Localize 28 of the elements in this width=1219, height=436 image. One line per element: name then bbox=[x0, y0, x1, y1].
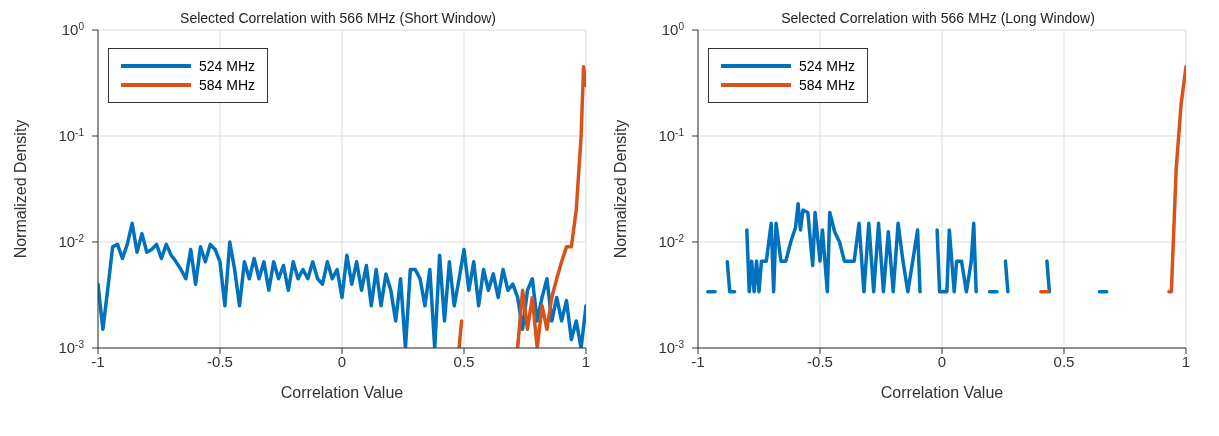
x-tick-label: 0.5 bbox=[1053, 352, 1075, 370]
y-tick-label: 10$^{-1}$ bbox=[658, 126, 685, 144]
x-tick-label: -1 bbox=[91, 352, 105, 370]
y-tick-label: 10$^{-3}$ bbox=[58, 338, 85, 356]
legend-label: 524 MHz bbox=[799, 58, 856, 74]
chart-title: Selected Correlation with 566 MHz (Short Window) bbox=[179, 10, 497, 26]
y-tick-label: 10$^{-2}$ bbox=[658, 232, 685, 250]
x-tick-label: -1 bbox=[691, 352, 705, 370]
legend-label: 584 MHz bbox=[799, 77, 856, 93]
chart-title: Selected Correlation with 566 MHz (Long Window) bbox=[780, 10, 1096, 26]
y-axis-title: Normalized Density bbox=[11, 119, 29, 259]
y-tick-label: 10$^{-1}$ bbox=[58, 126, 85, 144]
y-axis-title: Normalized Density bbox=[611, 119, 629, 259]
x-axis-title: Correlation Value bbox=[280, 384, 404, 401]
x-axis-title: Correlation Value bbox=[880, 384, 1004, 401]
x-tick-label: -0.5 bbox=[807, 352, 833, 370]
legend-label: 584 MHz bbox=[199, 77, 256, 93]
x-tick-label: 0 bbox=[337, 352, 347, 370]
x-tick-label: 1 bbox=[1181, 352, 1191, 370]
y-tick-label: 10$^{-3}$ bbox=[658, 338, 685, 356]
x-tick-label: 0 bbox=[937, 352, 947, 370]
y-tick-label: 10$^{0}$ bbox=[661, 20, 685, 38]
x-tick-label: 0.5 bbox=[453, 352, 475, 370]
y-tick-label: 10$^{-2}$ bbox=[58, 232, 85, 250]
legend-label: 524 MHz bbox=[199, 58, 256, 74]
x-tick-label: -0.5 bbox=[207, 352, 233, 370]
y-tick-label: 10$^{0}$ bbox=[61, 20, 85, 38]
x-tick-label: 1 bbox=[581, 352, 591, 370]
